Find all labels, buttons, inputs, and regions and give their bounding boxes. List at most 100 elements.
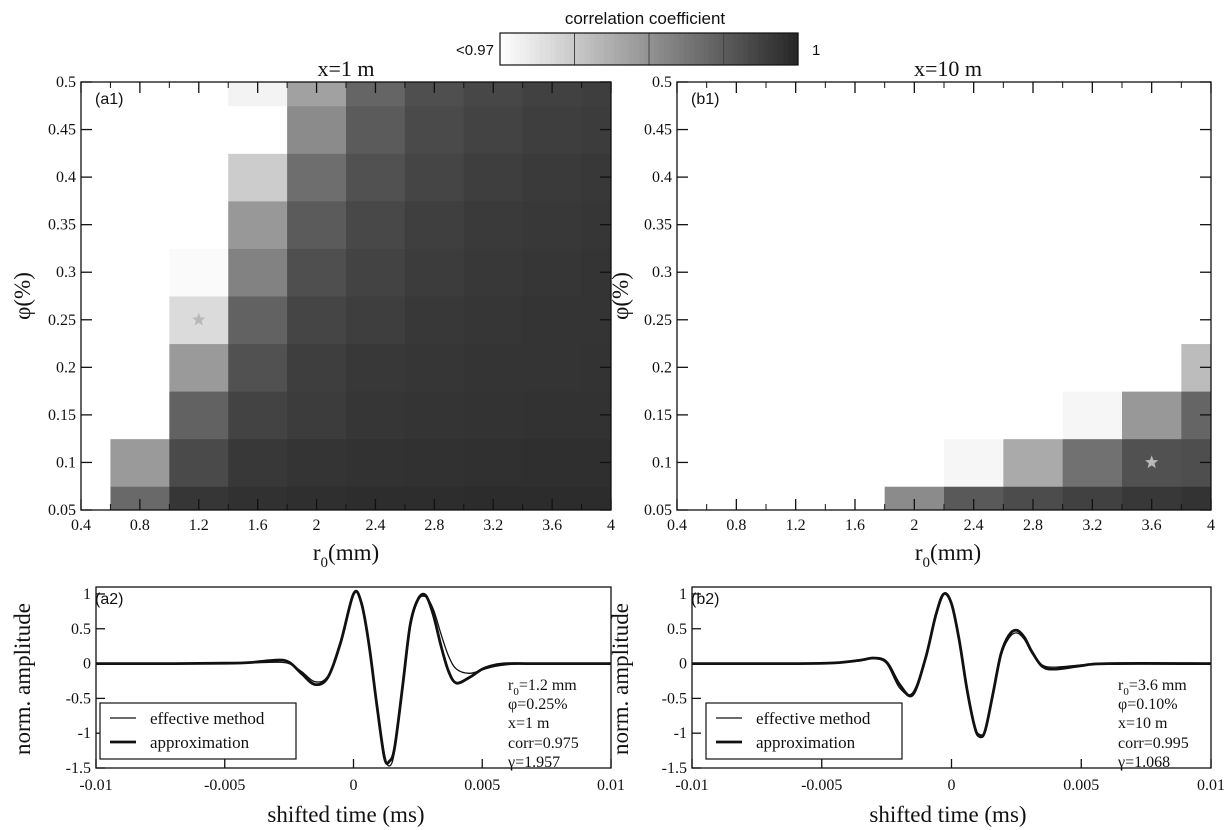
colorbar-step [678, 33, 685, 65]
heatmap-cell-a1 [169, 153, 229, 202]
y-tick-label-a1: 0.15 [48, 407, 76, 424]
x-tick-label-a2: -0.01 [79, 777, 112, 794]
heatmap-cell-b1 [944, 153, 1004, 202]
x-tick-label-b2: -0.01 [675, 777, 708, 794]
colorbar-step [609, 33, 615, 65]
heatmap-cell-b1 [706, 105, 767, 154]
legend-box-b2 [705, 702, 903, 760]
y-tick-label-b2: 1 [679, 586, 687, 603]
legend-text-a2-effective: effective method [150, 709, 265, 728]
series-lines-b2 [691, 592, 1212, 739]
heatmap-cell-a1 [228, 248, 288, 297]
heatmap-cell-b1 [944, 343, 1004, 392]
heatmap-cell-a1 [463, 391, 524, 440]
heatmap-cell-a1 [228, 200, 288, 249]
y-tick-label-b1: 0.25 [644, 312, 672, 329]
colorbar-step [524, 33, 531, 65]
heatmap-cell-b1 [1062, 153, 1123, 202]
heatmap-cell-a1 [404, 391, 465, 440]
heatmap-cell-b1 [706, 248, 767, 297]
heatmap-cell-a1 [228, 438, 288, 487]
heatmap-cell-b1 [884, 153, 945, 202]
axes-a1: 0.4 0.8 1.2 1.6 2 2.4 2.8 3.2 3.6 4 0.05 0.1 0.15 0.2… [48, 74, 615, 534]
colorbar-step [658, 33, 665, 65]
heatmap-cell-a1 [404, 200, 465, 249]
annotation-a2: r0=1.2 mm φ=0.25% x=1 m corr=0.975 γ=1.9… [507, 677, 579, 771]
panel-title-b1: x=10 m [914, 56, 982, 81]
annotation-b2-x: x=10 m [1118, 715, 1168, 732]
heatmap-cell-b1 [1122, 343, 1182, 392]
heatmap-cell-b1 [825, 296, 886, 345]
heatmap-cell-b1 [1122, 200, 1182, 249]
y-tick-label-b1: 0.35 [644, 217, 672, 234]
heatmap-cell-b1 [1062, 343, 1123, 392]
heatmap-cell-a1 [287, 105, 347, 154]
colorbar-step [529, 33, 536, 65]
y-tick-label-a1: 0.1 [56, 454, 76, 471]
y-tick-label-b1: 0.1 [652, 454, 672, 471]
heatmap-cell-b1 [1122, 248, 1182, 297]
heatmap-cell-b1 [1062, 105, 1123, 154]
heatmap-cell-b1 [884, 343, 945, 392]
colorbar-step [614, 33, 620, 65]
y-tick-label-a1: 0.35 [48, 217, 76, 234]
colorbar-step [579, 33, 586, 65]
heatmap-cell-a1 [522, 343, 583, 392]
heatmap-cell-a1 [522, 105, 583, 154]
y-tick-label-a2: -1 [78, 725, 91, 742]
heatmap-cell-a1 [287, 438, 347, 487]
x-tick-label-a1: 3.2 [483, 517, 503, 534]
heatmap-cell-b1 [766, 200, 826, 249]
heatmap-cell-a1 [463, 296, 524, 345]
y-tick-label-b2: -0.5 [662, 690, 687, 707]
x-tick-label-b1: 3.6 [1142, 517, 1162, 534]
colorbar-step [604, 33, 610, 65]
annotation-a2-corr: corr=0.975 [508, 735, 579, 752]
x-tick-label-b2: -0.005 [801, 777, 842, 794]
heatmap-cell-b1 [1003, 248, 1064, 297]
x-tick-label-a2: 0.005 [464, 777, 500, 794]
heatmap-cell-b1 [1122, 391, 1182, 440]
colorbar-step [589, 33, 595, 65]
x-tick-label-b1: 4 [1207, 517, 1215, 534]
colorbar-step [624, 33, 630, 65]
colorbar-step [644, 33, 650, 65]
x-tick-label-a2: -0.005 [204, 777, 245, 794]
y-tick-label-a2: 1 [83, 586, 91, 603]
colorbar-step [763, 33, 769, 65]
heatmap-cell-b1 [825, 438, 886, 487]
x-tick-label-b1: 2.4 [964, 517, 984, 534]
heatmap-cell-a1 [169, 391, 229, 440]
series-line-a2-approximation [96, 589, 611, 765]
heatmap-cell-b1 [944, 200, 1004, 249]
heatmap-cell-a1 [522, 391, 583, 440]
heatmap-cell-a1 [346, 153, 406, 202]
heatmap-cell-b1 [884, 105, 945, 154]
heatmap-cell-a1 [522, 248, 583, 297]
heatmap-cell-a1 [110, 391, 170, 440]
heatmap-cell-a1 [346, 200, 406, 249]
heatmap-cell-b1 [1003, 343, 1064, 392]
heatmap-cell-b1 [1122, 105, 1182, 154]
y-tick-label-b2: 0 [679, 656, 687, 673]
heatmap-cell-b1 [1062, 248, 1123, 297]
heatmap-cell-a1 [522, 296, 583, 345]
heatmap-cell-a1 [110, 248, 170, 297]
heatmap-cell-a1 [463, 200, 524, 249]
heatmap-cell-a1 [169, 343, 229, 392]
heatmap-cell-a1 [287, 248, 347, 297]
heatmap-cell-a1 [110, 105, 170, 154]
colorbar-step [708, 33, 715, 65]
heatmap-cell-b1 [1062, 438, 1123, 487]
panel-title-a1: x=1 m [317, 56, 374, 81]
heatmap-cell-b1 [1003, 153, 1064, 202]
colorbar-step [683, 33, 690, 65]
y-tick-label-a1: 0.45 [48, 122, 76, 139]
heatmap-cell-a1 [110, 153, 170, 202]
heatmap-cell-b1 [706, 153, 767, 202]
colorbar-step [793, 33, 799, 65]
heatmap-cell-a1 [287, 296, 347, 345]
colorbar-step [594, 33, 600, 65]
x-tick-label-b1: 3.2 [1082, 517, 1102, 534]
colorbar-step [713, 33, 720, 65]
